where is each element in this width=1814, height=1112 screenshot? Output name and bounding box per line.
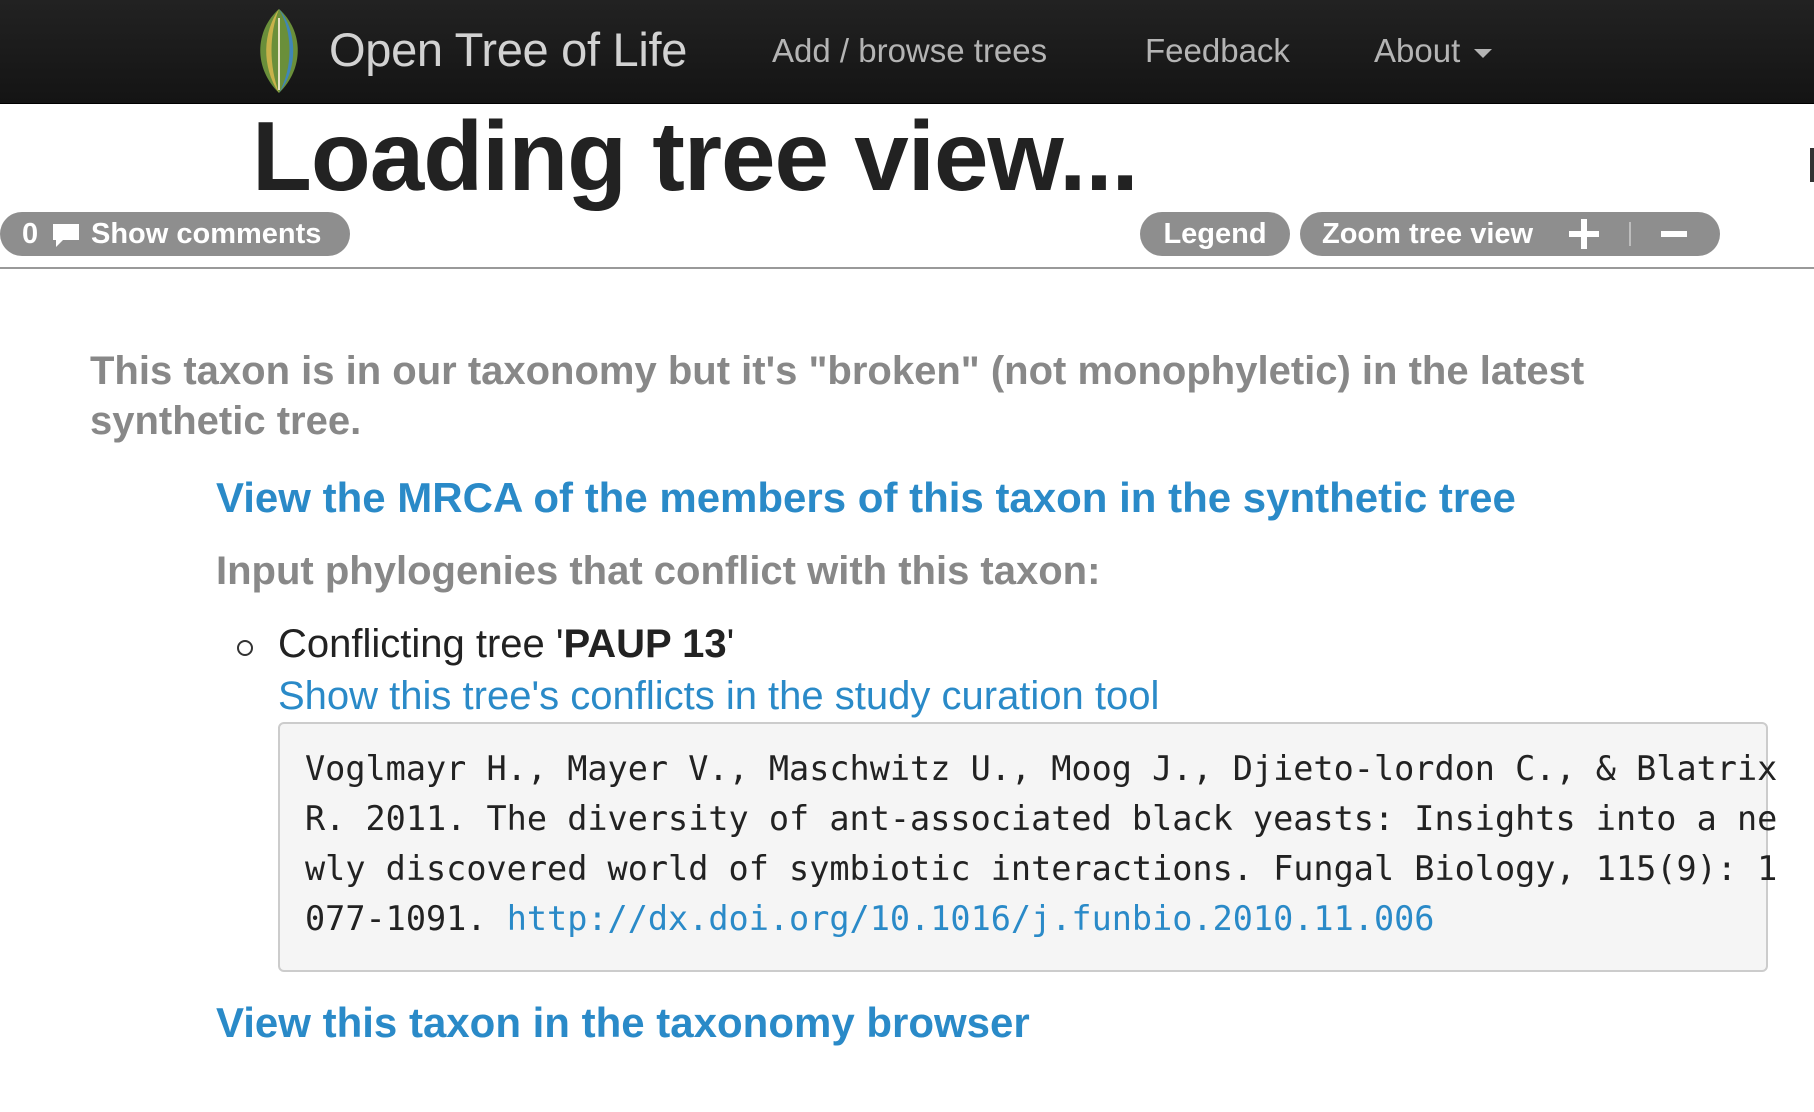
caret-down-icon bbox=[1474, 48, 1493, 58]
plus-icon[interactable] bbox=[1564, 212, 1604, 256]
citation-box: Voglmayr H., Mayer V., Maschwitz U., Moo… bbox=[278, 722, 1777, 972]
scrollbar[interactable] bbox=[1810, 148, 1814, 182]
navbar: Open Tree of Life Add / browse trees Fee… bbox=[0, 0, 1814, 104]
conflicting-tree-suffix: ' bbox=[726, 622, 735, 666]
leaf-logo-icon[interactable] bbox=[249, 6, 309, 96]
nav-about[interactable]: About bbox=[1374, 32, 1493, 70]
curation-tool-link[interactable]: Show this tree's conflicts in the study … bbox=[278, 674, 1160, 718]
conflicting-tree-name: PAUP 13 bbox=[563, 622, 727, 666]
list-bullet bbox=[237, 640, 253, 656]
page-title: Loading tree view... bbox=[252, 101, 1139, 211]
conflicting-tree-item: Conflicting tree 'PAUP 13' bbox=[278, 622, 734, 667]
conflicting-tree-prefix: Conflicting tree ' bbox=[278, 622, 564, 666]
legend-button[interactable]: Legend bbox=[1140, 212, 1290, 256]
brand-name[interactable]: Open Tree of Life bbox=[329, 23, 688, 76]
show-comments-button[interactable]: 0 Show comments bbox=[0, 212, 350, 256]
nav-add-browse-trees[interactable]: Add / browse trees bbox=[772, 32, 1048, 69]
citation-text: Voglmayr H., Mayer V., Maschwitz U., Moo… bbox=[305, 744, 1777, 944]
conflict-heading: Input phylogenies that conflict with thi… bbox=[216, 549, 1101, 593]
zoom-separator bbox=[1629, 222, 1631, 246]
minus-icon[interactable] bbox=[1654, 212, 1694, 256]
citation-body: Voglmayr H., Mayer V., Maschwitz U., Moo… bbox=[305, 749, 1778, 938]
nav-feedback[interactable]: Feedback bbox=[1145, 32, 1290, 69]
broken-taxon-message: This taxon is in our taxonomy but it's "… bbox=[90, 349, 1585, 443]
show-comments-label: Show comments bbox=[91, 218, 322, 250]
comment-count: 0 bbox=[22, 218, 39, 250]
mrca-link[interactable]: View the MRCA of the members of this tax… bbox=[216, 474, 1516, 521]
doi-link[interactable]: http://dx.doi.org/10.1016/j.funbio.2010.… bbox=[506, 899, 1435, 938]
nav-about-label: About bbox=[1374, 32, 1461, 69]
zoom-label: Zoom tree view bbox=[1322, 218, 1534, 250]
speech-bubble-icon bbox=[53, 224, 79, 247]
zoom-control: Zoom tree view bbox=[1300, 212, 1720, 256]
taxonomy-browser-link[interactable]: View this taxon in the taxonomy browser bbox=[216, 999, 1030, 1046]
divider bbox=[0, 267, 1814, 269]
